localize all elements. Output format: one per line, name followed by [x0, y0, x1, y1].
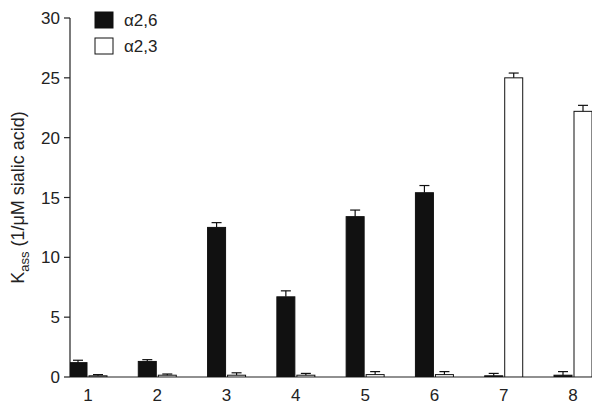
legend-swatch: [95, 38, 113, 54]
error-cap: [439, 371, 449, 372]
error-bar: [509, 73, 519, 78]
bar: [554, 375, 572, 377]
error-cap: [281, 290, 291, 291]
error-stem: [285, 291, 286, 297]
bar: [574, 111, 592, 377]
y-tick-label: 25: [41, 69, 60, 88]
error-cap: [558, 371, 568, 372]
error-bar: [558, 372, 568, 376]
bar: [70, 363, 87, 377]
bar: [435, 375, 453, 377]
y-tick-label: 0: [51, 368, 60, 387]
error-cap: [73, 360, 83, 361]
legend-label: α2,6: [124, 11, 157, 30]
error-cap: [370, 371, 380, 372]
bar: [208, 227, 226, 377]
chart-container: 0 5 10 15 20 25 30 1 2 3 4 5 6 7 8 Kass (1/μM sialic ac…: [0, 0, 600, 416]
x-tick-label: 6: [430, 386, 439, 405]
bar: [277, 297, 295, 377]
error-cap: [212, 222, 222, 223]
bar: [297, 375, 315, 377]
error-cap: [142, 359, 152, 360]
bar: [228, 375, 246, 377]
y-tick: [64, 376, 70, 377]
error-bar: [301, 373, 311, 375]
bars: [70, 73, 592, 377]
x-tick-label: 7: [499, 386, 508, 405]
bar: [346, 217, 364, 377]
error-bar: [73, 360, 83, 362]
y-tick: [64, 137, 70, 138]
x-tick-label: 4: [291, 386, 300, 405]
bar: [485, 376, 503, 377]
error-bar: [350, 210, 360, 217]
error-bar: [578, 105, 588, 111]
error-stem: [424, 186, 425, 193]
error-cap: [93, 374, 103, 375]
error-bar: [162, 374, 172, 375]
bar: [505, 78, 523, 377]
error-bar: [142, 360, 152, 362]
error-stem: [355, 210, 356, 217]
error-stem: [582, 105, 583, 111]
y-tick-label: 10: [41, 248, 60, 267]
bar: [158, 375, 176, 377]
error-cap: [162, 373, 172, 374]
x-tick-label: 5: [360, 386, 369, 405]
error-cap: [509, 72, 519, 73]
error-bar: [232, 373, 242, 375]
legend-swatch: [95, 12, 113, 28]
error-bar: [93, 375, 103, 376]
error-cap: [419, 185, 429, 186]
error-cap: [301, 373, 311, 374]
y-tick-label: 15: [41, 189, 60, 208]
y-tick-label: 30: [41, 9, 60, 28]
x-tick-label: 1: [83, 386, 92, 405]
legend-label: α2,3: [124, 37, 157, 56]
y-tick-label: 5: [51, 308, 60, 327]
error-cap: [350, 209, 360, 210]
bar: [415, 193, 433, 377]
error-bar: [212, 223, 222, 228]
x-tick-label: 3: [222, 386, 231, 405]
error-bar: [370, 372, 380, 375]
chart-svg: 0 5 10 15 20 25 30 1 2 3 4 5 6 7 8 Kass (1/μM sialic ac…: [0, 0, 600, 416]
y-axis-label: Kass (1/μM sialic acid): [8, 111, 32, 284]
y-tick: [64, 257, 70, 258]
y-tick: [64, 77, 70, 78]
error-bar: [419, 186, 429, 193]
y-tick-label: 20: [41, 129, 60, 148]
x-tick-label: 2: [153, 386, 162, 405]
y-tick: [64, 17, 70, 18]
error-bar: [489, 373, 499, 375]
error-stem: [216, 223, 217, 228]
y-tick: [64, 197, 70, 198]
error-cap: [578, 105, 588, 106]
x-tick-label: 8: [568, 386, 577, 405]
error-bar: [281, 291, 291, 297]
y-tick: [64, 317, 70, 318]
bar: [138, 361, 156, 377]
bar: [89, 376, 107, 377]
error-bar: [439, 372, 449, 375]
error-cap: [489, 373, 499, 374]
bar: [366, 375, 384, 377]
legend: α2,6 α2,3: [95, 11, 157, 56]
error-cap: [232, 372, 242, 373]
error-stem: [513, 73, 514, 78]
